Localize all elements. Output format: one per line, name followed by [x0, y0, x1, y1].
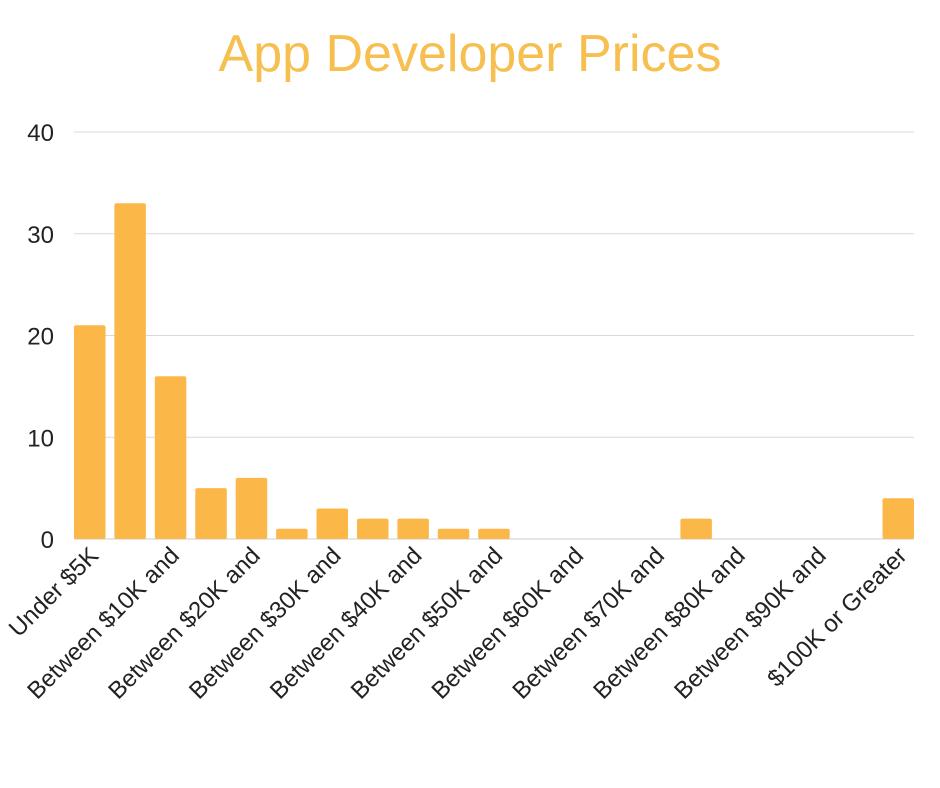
x-tick-label: Between $90K and: [669, 542, 832, 705]
gridlines: [74, 131, 914, 540]
bar: [437, 528, 470, 539]
bar: [154, 376, 187, 539]
bar: [114, 203, 146, 539]
bar: [195, 488, 227, 539]
bar: [276, 528, 308, 539]
y-tick-label: 0: [41, 527, 54, 554]
x-tick-label: Between $60K and: [427, 542, 590, 705]
x-tick-label: $100K or Greater: [762, 542, 912, 692]
y-tick-label: 30: [27, 222, 54, 249]
y-tick-label: 10: [27, 425, 54, 452]
bar: [357, 518, 389, 539]
bar: [235, 477, 268, 539]
x-tick-label: Between $50K and: [346, 542, 509, 705]
bars: [74, 203, 914, 539]
bar: [397, 518, 429, 539]
bar: [680, 518, 712, 539]
bar: [316, 508, 348, 539]
bar: [478, 528, 510, 539]
x-tick-label: Between $10K and: [22, 542, 185, 705]
x-tick-label: Between $70K and: [507, 542, 670, 705]
x-tick-label: Between $20K and: [103, 542, 266, 705]
y-tick-label: 20: [27, 324, 54, 351]
x-tick-label: Between $40K and: [265, 542, 428, 705]
chart-title: App Developer Prices: [218, 25, 722, 83]
x-tick-label: Between $30K and: [184, 542, 347, 705]
y-tick-label: 40: [27, 120, 54, 147]
bar: [74, 325, 106, 539]
x-tick-label: Between $80K and: [588, 542, 751, 705]
y-axis-ticks: 0 10 20 30 40: [27, 120, 54, 554]
bar: [882, 498, 914, 539]
